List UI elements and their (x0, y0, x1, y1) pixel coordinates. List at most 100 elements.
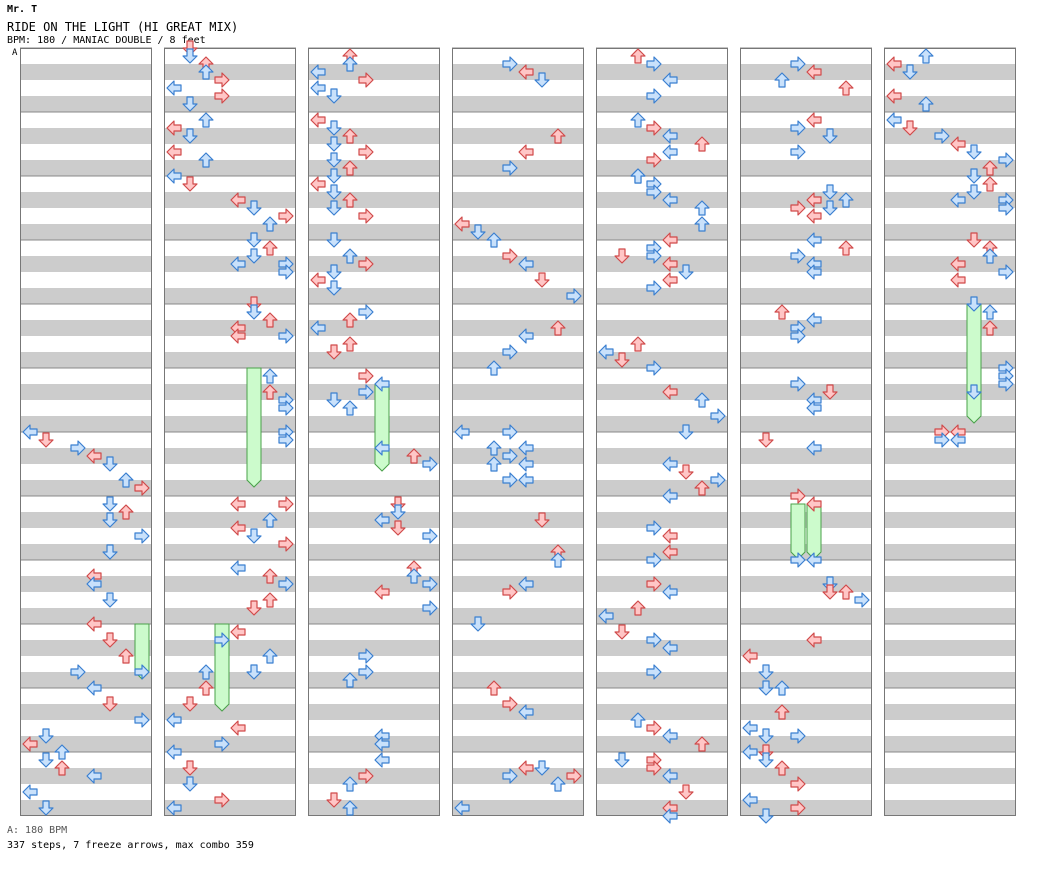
right-arrow-note (790, 776, 806, 792)
down-arrow-note (822, 128, 838, 144)
down-arrow-note (182, 48, 198, 64)
right-arrow-note (998, 200, 1014, 216)
beat-band (164, 352, 296, 368)
right-arrow-note (646, 360, 662, 376)
beat-band (452, 256, 584, 272)
right-arrow-note (502, 448, 518, 464)
left-arrow-note (662, 456, 678, 472)
beat-band (884, 320, 1016, 336)
left-arrow-note (518, 256, 534, 272)
beat-band (740, 672, 872, 688)
left-arrow-note (518, 456, 534, 472)
beat-band (740, 448, 872, 464)
right-arrow-note (278, 400, 294, 416)
right-arrow-note (790, 376, 806, 392)
beat-band (20, 512, 152, 528)
right-arrow-note (710, 408, 726, 424)
down-arrow-note (326, 120, 342, 136)
up-arrow-note (630, 336, 646, 352)
up-arrow-note (262, 312, 278, 328)
right-arrow-note (134, 664, 150, 680)
right-arrow-note (278, 536, 294, 552)
beat-band (308, 640, 440, 656)
beat-band (164, 704, 296, 720)
up-arrow-note (838, 584, 854, 600)
right-arrow-note (646, 520, 662, 536)
beat-band (740, 736, 872, 752)
beat-band (20, 736, 152, 752)
beat-band (20, 160, 152, 176)
down-arrow-note (470, 224, 486, 240)
left-arrow-note (806, 496, 822, 512)
down-arrow-note (326, 88, 342, 104)
beat-band (740, 640, 872, 656)
up-arrow-note (982, 176, 998, 192)
left-arrow-note (806, 208, 822, 224)
down-arrow-note (966, 144, 982, 160)
right-arrow-note (646, 720, 662, 736)
left-arrow-note (806, 552, 822, 568)
beat-band (884, 224, 1016, 240)
right-arrow-note (358, 768, 374, 784)
up-arrow-note (342, 192, 358, 208)
beat-band (308, 320, 440, 336)
down-arrow-note (326, 136, 342, 152)
right-arrow-note (998, 152, 1014, 168)
up-arrow-note (198, 152, 214, 168)
left-arrow-note (374, 512, 390, 528)
down-arrow-note (758, 680, 774, 696)
left-arrow-note (662, 728, 678, 744)
right-arrow-note (422, 528, 438, 544)
beat-band (596, 608, 728, 624)
left-arrow-note (166, 80, 182, 96)
column-frame (596, 48, 728, 816)
right-arrow-note (790, 800, 806, 816)
left-arrow-note (230, 328, 246, 344)
left-arrow-note (166, 144, 182, 160)
beat-band (596, 288, 728, 304)
up-arrow-note (486, 440, 502, 456)
beat-band (596, 160, 728, 176)
left-arrow-note (230, 520, 246, 536)
down-arrow-note (182, 776, 198, 792)
beat-band (452, 448, 584, 464)
beat-band (740, 128, 872, 144)
beat-band (596, 448, 728, 464)
column-frame (164, 48, 296, 816)
beat-band (20, 768, 152, 784)
beat-band (884, 192, 1016, 208)
up-arrow-note (198, 680, 214, 696)
down-arrow-note (326, 392, 342, 408)
beat-band (452, 544, 584, 560)
down-arrow-note (326, 168, 342, 184)
down-arrow-note (102, 456, 118, 472)
down-arrow-note (822, 384, 838, 400)
beat-band (164, 192, 296, 208)
left-arrow-note (518, 472, 534, 488)
left-arrow-note (310, 320, 326, 336)
right-arrow-note (646, 280, 662, 296)
beat-band (308, 352, 440, 368)
up-arrow-note (406, 448, 422, 464)
left-arrow-note (598, 344, 614, 360)
down-arrow-note (822, 584, 838, 600)
beat-band (20, 672, 152, 688)
down-arrow-note (822, 184, 838, 200)
column-frame (452, 48, 584, 816)
up-arrow-note (694, 136, 710, 152)
left-arrow-note (662, 808, 678, 824)
beat-band (164, 224, 296, 240)
right-arrow-note (646, 184, 662, 200)
up-arrow-note (342, 672, 358, 688)
right-arrow-note (646, 664, 662, 680)
left-arrow-note (806, 64, 822, 80)
left-arrow-note (518, 576, 534, 592)
beat-band (308, 512, 440, 528)
beat-band (164, 544, 296, 560)
up-arrow-note (342, 800, 358, 816)
right-arrow-note (790, 120, 806, 136)
beat-band (164, 512, 296, 528)
beat-band (20, 416, 152, 432)
right-arrow-note (358, 144, 374, 160)
down-arrow-note (326, 200, 342, 216)
